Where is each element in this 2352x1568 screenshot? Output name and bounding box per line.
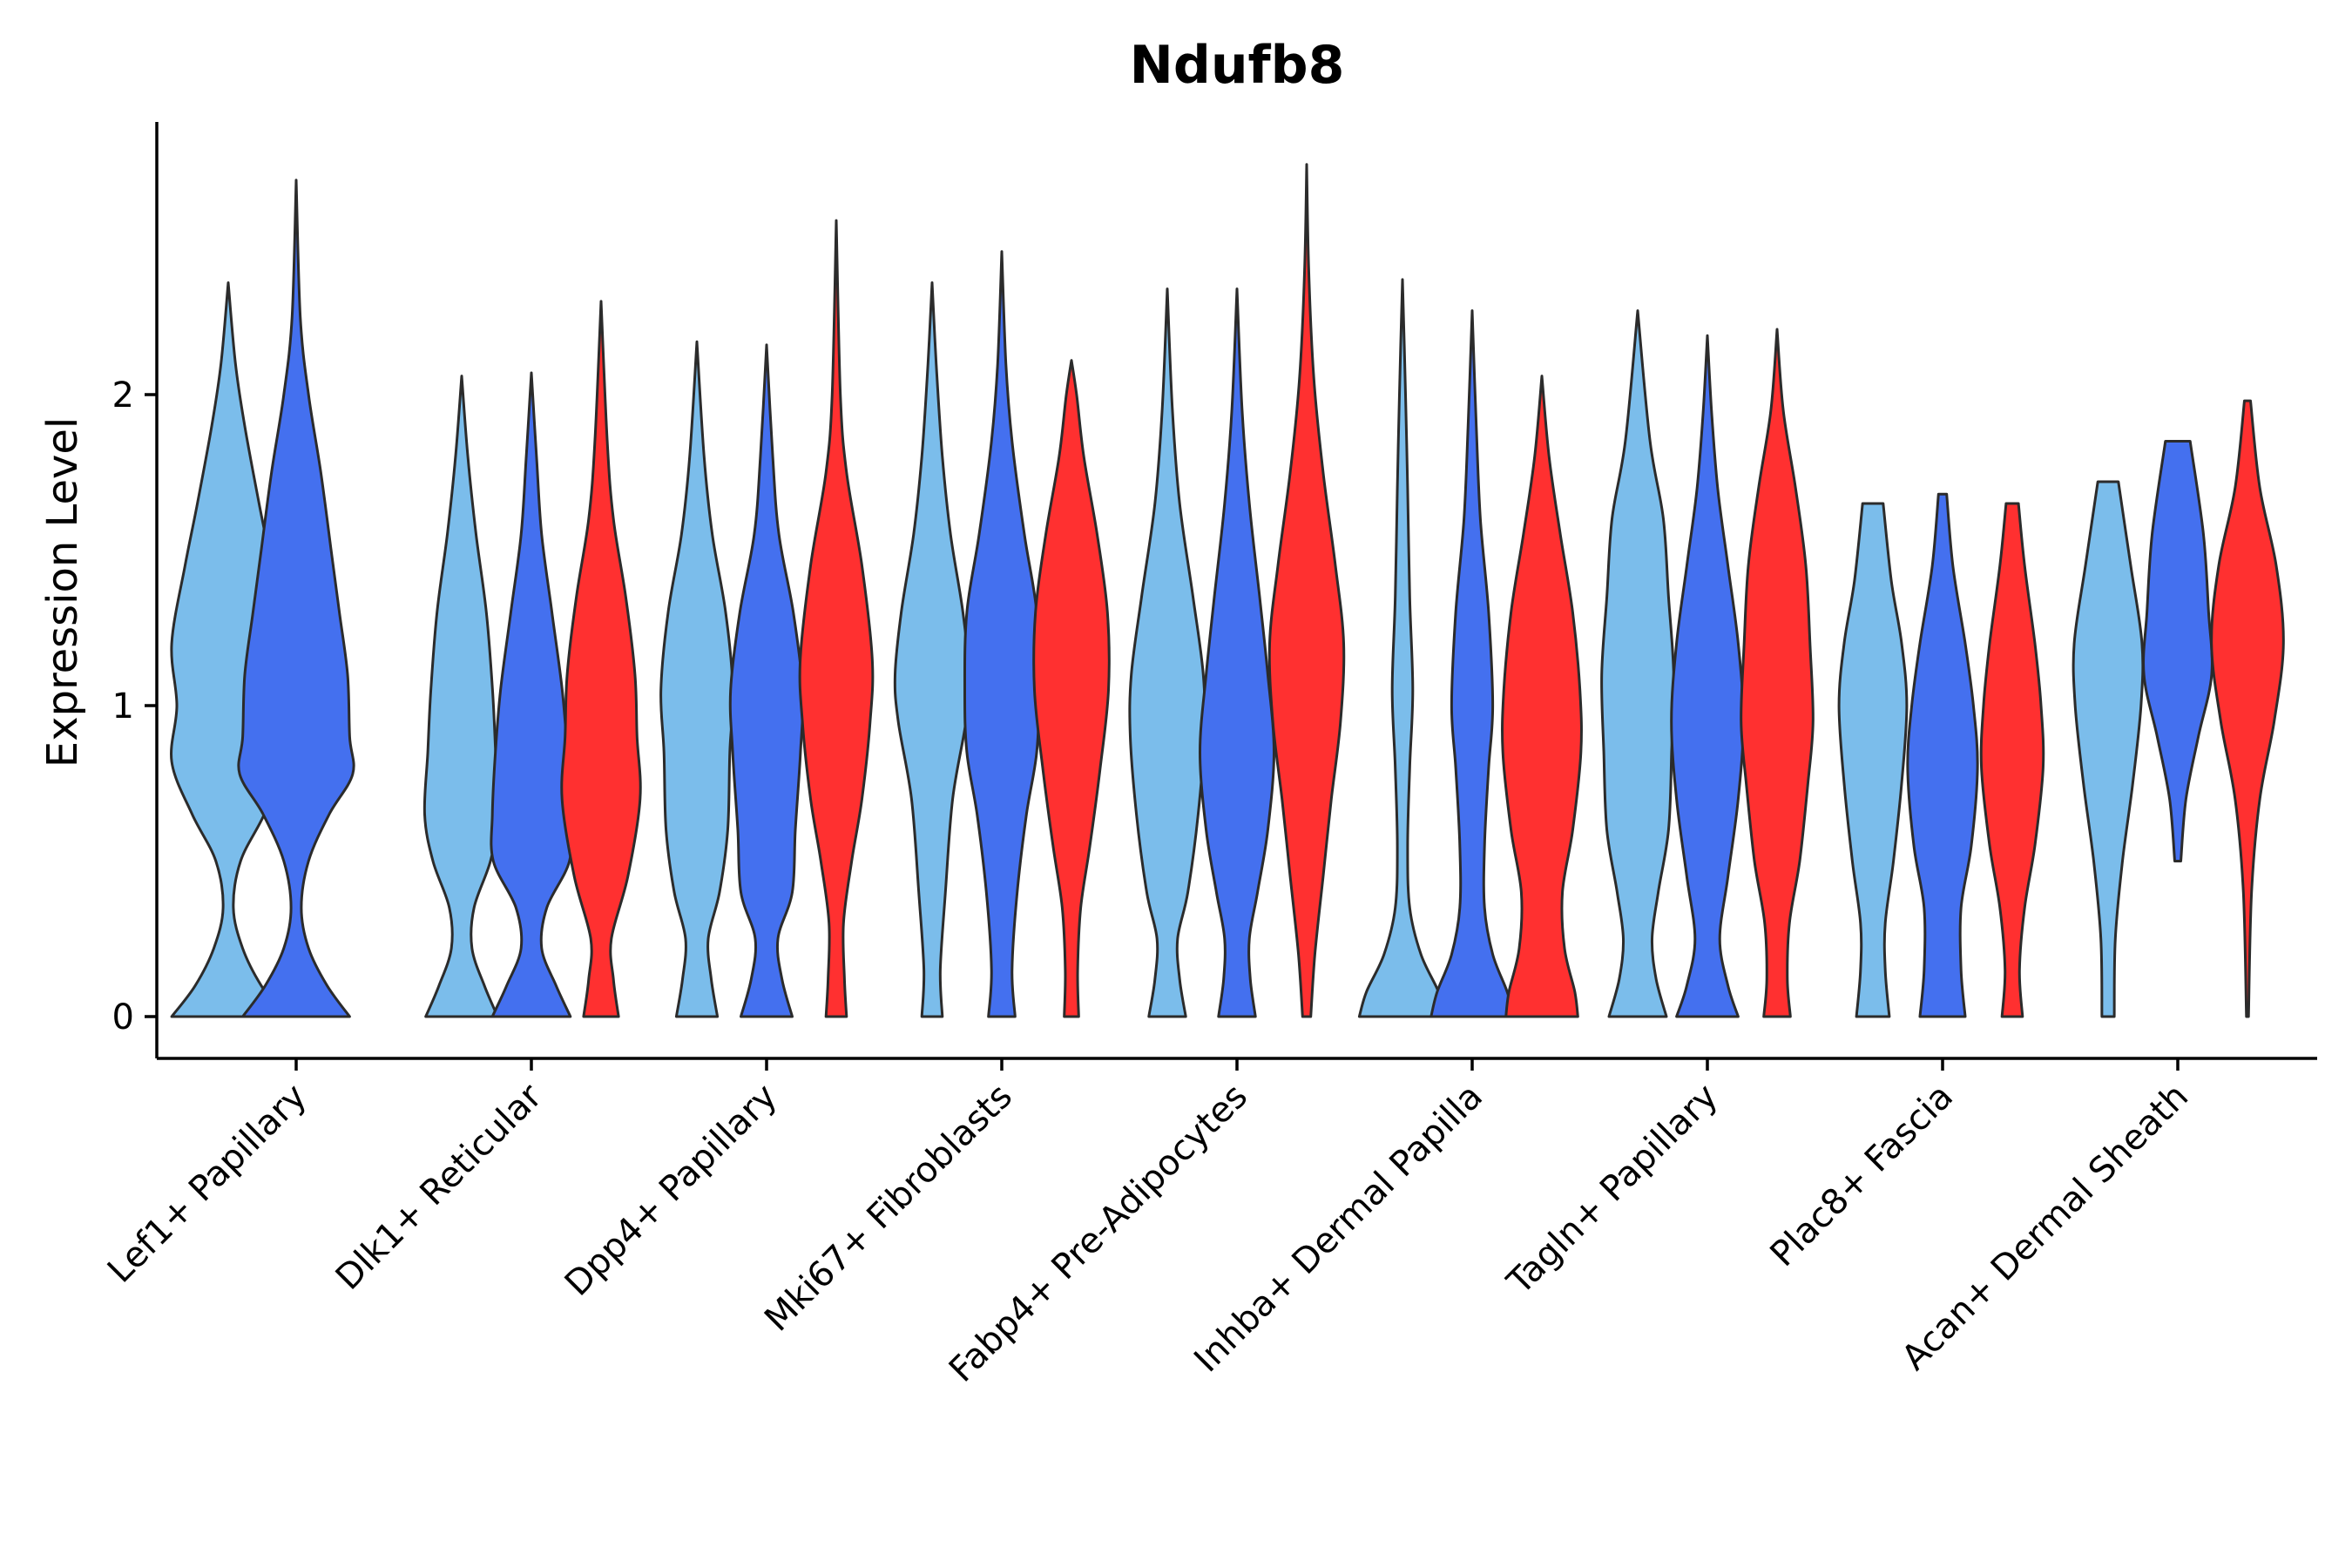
- y-tick-label: 1: [112, 686, 134, 727]
- x-tick-label: Plac8+ Fascia: [1763, 1077, 1962, 1275]
- violin-4-0: [1128, 287, 1206, 1018]
- violin-3-2: [1032, 359, 1111, 1018]
- violin-2-0: [659, 340, 734, 1018]
- violin-7-2: [1979, 502, 2045, 1018]
- violin-5-1: [1429, 309, 1515, 1018]
- violin-5-0: [1357, 278, 1448, 1018]
- violin-6-0: [1600, 309, 1675, 1018]
- violin-3-1: [963, 250, 1041, 1018]
- violin-0-0: [170, 281, 287, 1018]
- y-tick-label: 2: [112, 375, 134, 416]
- x-tick-label: Tagln+ Papillary: [1499, 1077, 1726, 1303]
- chart-title: Ndufb8: [1130, 35, 1345, 96]
- violin-1-0: [422, 375, 501, 1018]
- violins-layer: [170, 163, 2285, 1018]
- y-axis-label: Expression Level: [38, 417, 87, 768]
- violin-8-0: [2072, 480, 2145, 1018]
- violin-6-2: [1740, 328, 1815, 1018]
- violin-8-1: [2142, 440, 2213, 862]
- violin-1-2: [560, 300, 642, 1018]
- violin-7-1: [1906, 492, 1979, 1018]
- violin-4-1: [1199, 287, 1275, 1018]
- violin-5-2: [1501, 375, 1583, 1018]
- violin-3-0: [893, 281, 971, 1018]
- violin-2-2: [798, 219, 875, 1018]
- y-tick-label: 0: [112, 997, 134, 1037]
- violin-4-2: [1267, 163, 1346, 1018]
- x-tick-label: Dpp4+ Papillary: [558, 1077, 785, 1304]
- violin-7-0: [1837, 502, 1909, 1018]
- x-tick-label: Lef1+ Papillary: [100, 1077, 314, 1291]
- violin-8-2: [2210, 399, 2285, 1018]
- violin-0-1: [237, 179, 355, 1018]
- violin-6-1: [1670, 334, 1745, 1018]
- x-tick-label: Mki67+ Fibroblasts: [757, 1077, 1020, 1340]
- violin-1-1: [490, 371, 573, 1018]
- x-tick-label: Dlk1+ Reticular: [328, 1076, 551, 1298]
- violin-2-1: [728, 343, 805, 1018]
